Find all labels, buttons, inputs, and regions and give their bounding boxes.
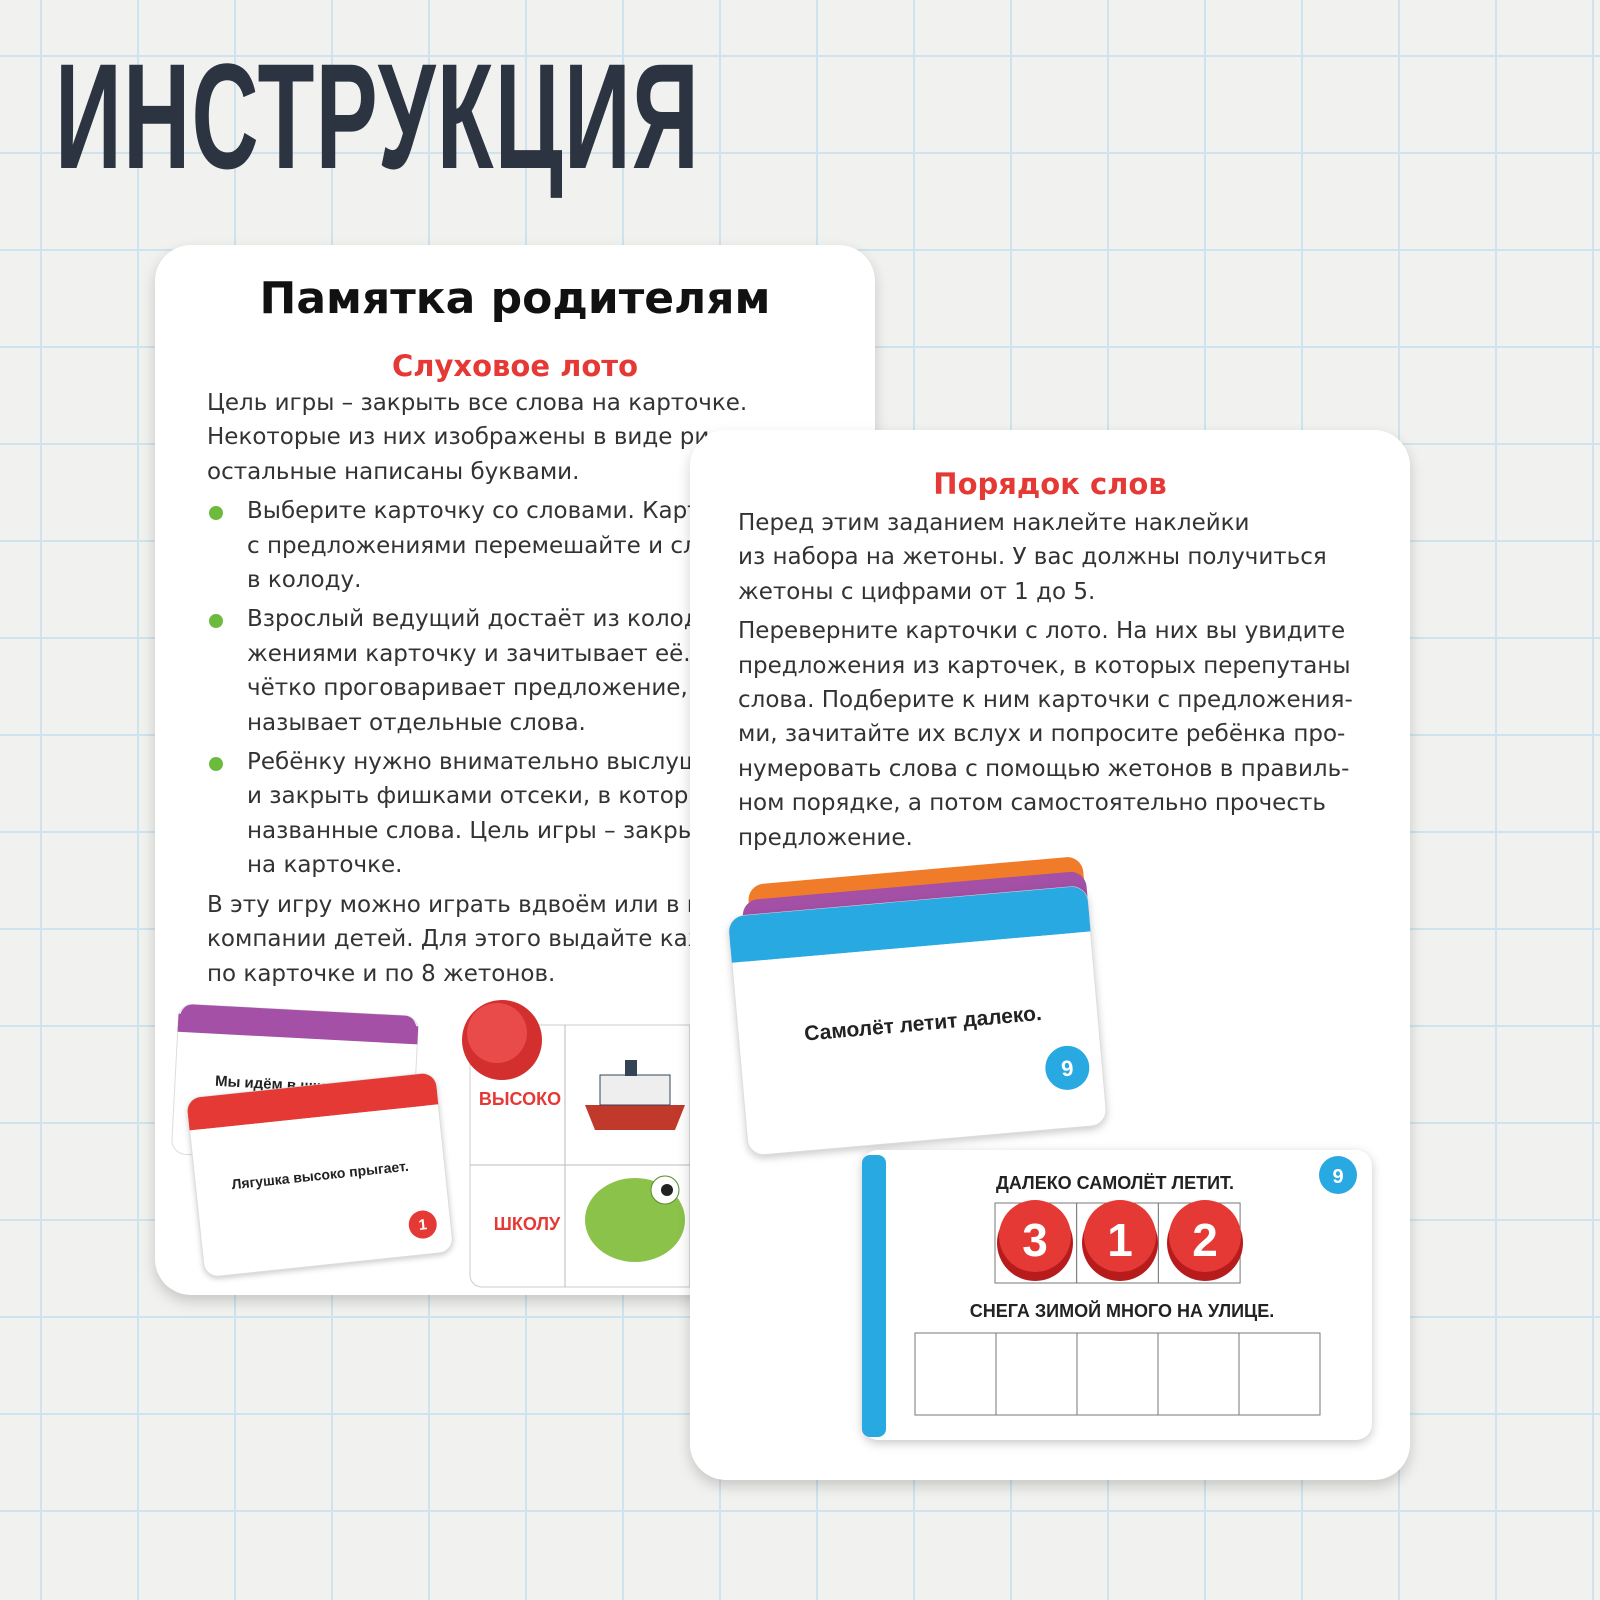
- token-number: 1: [1107, 1214, 1133, 1266]
- text-line: Некоторые из них изображены в виде ри: [207, 424, 710, 451]
- text-line: жетоны с цифрами от 1 до 5.: [738, 578, 1096, 605]
- text-line: Перед этим заданием наклейте наклейки: [738, 510, 1250, 536]
- frog-icon: [585, 1175, 685, 1262]
- lotto-word: ШКОЛУ: [494, 1214, 561, 1234]
- answer-box: [1238, 1332, 1321, 1416]
- answer-box: [995, 1332, 1078, 1416]
- card-subheading: Слуховое лото: [392, 349, 638, 383]
- text-line: предложение.: [738, 824, 913, 851]
- text-line: по карточке и по 8 жетонов.: [207, 960, 556, 987]
- text-line: остальные написаны буквами.: [207, 458, 580, 485]
- text-line: ном порядке, а потом самостоятельно проч…: [738, 790, 1326, 817]
- text-line: Ребёнку нужно внимательно выслуш: [247, 749, 700, 776]
- right-illustration: Самолёт летит далеко. 9 9 ДАЛЕКО САМОЛЁТ…: [728, 857, 1372, 1440]
- card-stack: Самолёт летит далеко. 9: [728, 857, 1107, 1156]
- text-line: из набора на жетоны. У вас должны получи…: [738, 544, 1327, 571]
- card-body: Перед этим заданием наклейте наклейки из …: [738, 506, 1353, 855]
- text-line: и закрыть фишками отсеки, в которых: [247, 783, 721, 810]
- lotto-word: ВЫСОКО: [479, 1089, 561, 1109]
- token-face: [999, 1200, 1071, 1272]
- text-line: В эту игру можно играть вдвоём или в не: [207, 891, 716, 918]
- sentence: СНЕГА ЗИМОЙ МНОГО НА УЛИЦЕ.: [970, 1300, 1274, 1321]
- card-number: 9: [1332, 1166, 1343, 1188]
- ship-icon: [585, 1060, 685, 1130]
- front-card: Лягушка высоко прыгает. 1: [187, 1073, 453, 1277]
- page-title: ИНСТРУКЦИЯ: [55, 32, 701, 200]
- text-line: Взрослый ведущий достаёт из колоды: [247, 606, 718, 633]
- text-line: жениями карточку и зачитывает её. С: [247, 640, 714, 667]
- bullet-item: Взрослый ведущий достаёт из колоды жениям…: [207, 602, 747, 740]
- text-line: в колоду.: [247, 567, 362, 594]
- sentence: ДАЛЕКО САМОЛЁТ ЛЕТИТ.: [996, 1173, 1234, 1193]
- answer-box: [1076, 1332, 1159, 1416]
- paragraph: Переверните карточки с лото. На них вы у…: [738, 614, 1353, 855]
- bullet-item: Ребёнку нужно внимательно выслуш и закрыт…: [207, 745, 747, 883]
- token-face: [1084, 1200, 1156, 1272]
- task-card: 9 ДАЛЕКО САМОЛЁТ ЛЕТИТ. 3 1 2 СНЕГА ЗИМОЙ …: [862, 1150, 1372, 1440]
- text-line: с предложениями перемешайте и сл: [247, 532, 698, 559]
- text-line: ми, зачитайте их вслух и попросите ребён…: [738, 721, 1346, 748]
- right-card: Самолёт летит далеко. 9 9 ДАЛЕКО САМОЛЁТ…: [690, 430, 1410, 1480]
- text-line: называет отдельные слова.: [247, 709, 586, 736]
- card-heading: Памятка родителям: [259, 273, 771, 324]
- card-subheading: Порядок слов: [933, 467, 1167, 501]
- text-line: Цель игры – закрыть все слова на карточк…: [207, 390, 748, 416]
- text-line: на карточке.: [247, 852, 403, 879]
- card-number: 1: [418, 1216, 428, 1234]
- token-number: 2: [1192, 1214, 1218, 1266]
- text-line: слова. Подберите к ним карточки с предло…: [738, 687, 1353, 714]
- text-line: названные слова. Цель игры – закрыт: [247, 817, 710, 844]
- text-line: чётко проговаривает предложение, з: [247, 675, 708, 702]
- text-line: нумеровать слова с помощью жетонов в пра…: [738, 755, 1350, 782]
- card-number: 9: [1060, 1055, 1074, 1081]
- answer-box: [1157, 1332, 1240, 1416]
- paragraph: Перед этим заданием наклейте наклейки из …: [738, 506, 1353, 609]
- answer-box: [914, 1332, 997, 1416]
- token-number: 3: [1022, 1214, 1048, 1266]
- text-line: компании детей. Для этого выдайте каж: [207, 926, 709, 953]
- text-line: предложения из карточек, в которых переп…: [738, 652, 1351, 679]
- text-line: Выберите карточку со словами. Карто: [247, 498, 715, 525]
- bullet-item: Выберите карточку со словами. Карто с пре…: [207, 494, 747, 597]
- card-body: Цель игры – закрыть все слова на карточк…: [207, 386, 747, 991]
- token-face: [1169, 1200, 1241, 1272]
- text-line: Переверните карточки с лото. На них вы у…: [738, 618, 1346, 645]
